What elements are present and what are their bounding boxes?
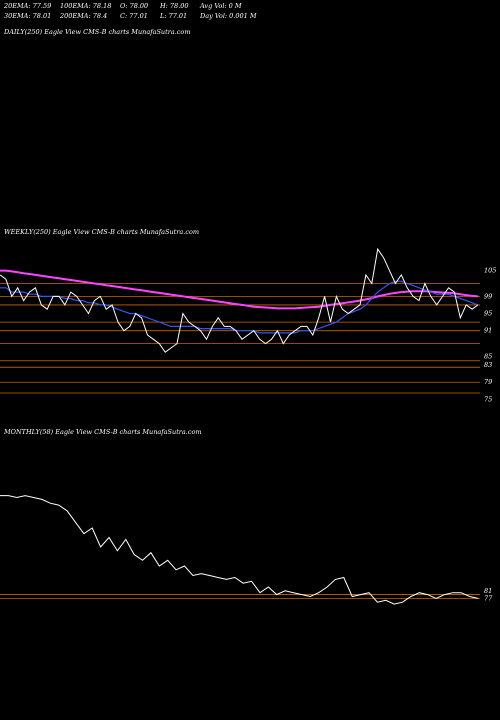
daily-panel-title: DAILY(250) Eagle View CMS-B charts Munaf… — [4, 28, 191, 36]
monthly-price-line — [0, 495, 479, 605]
weekly-axis-label: 99 — [484, 292, 492, 300]
weekly-ema100-line — [0, 269, 479, 310]
monthly-panel-title: MONTHLY(58) Eagle View CMS-B charts Muna… — [4, 428, 202, 436]
weekly-axis-label: 95 — [484, 310, 492, 318]
header-avg-vol: Avg Vol: 0 M — [200, 2, 242, 10]
header-close: C: 77.01 — [120, 12, 148, 20]
weekly-price-line — [0, 247, 479, 353]
weekly-axis-label: 91 — [484, 327, 492, 335]
header-low: L: 77.01 — [160, 12, 188, 20]
monthly-axis-label: 77 — [484, 594, 493, 602]
weekly-axis-label: 105 — [484, 267, 496, 275]
weekly-axis-label: 83 — [484, 361, 492, 369]
header-high: H: 78.00 — [160, 2, 189, 10]
header-open: O: 78.00 — [120, 2, 149, 10]
header-ema20: 20EMA: 77.59 — [4, 2, 52, 10]
weekly-ema20-line — [0, 280, 479, 334]
weekly-axis-label: 75 — [484, 395, 492, 403]
weekly-axis-label: 79 — [484, 378, 492, 386]
weekly-panel-title: WEEKLY(250) Eagle View CMS-B charts Muna… — [4, 228, 200, 236]
header-ema100: 100EMA: 78.18 — [60, 2, 112, 10]
weekly-axis-label: 85 — [484, 352, 492, 360]
header-ema200: 200EMA: 78.4 — [60, 12, 108, 20]
monthly-axis-label: 81 — [484, 587, 492, 595]
header-day-vol: Day Vol: 0.001 M — [200, 12, 257, 20]
header-ema30: 30EMA: 78.01 — [4, 12, 52, 20]
